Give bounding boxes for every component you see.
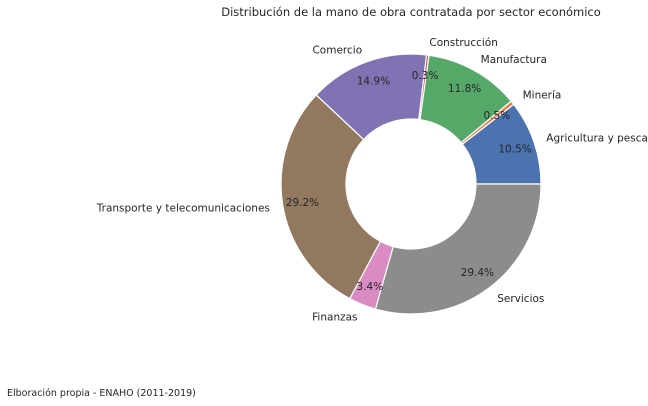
category-label-servicios: Servicios — [497, 293, 544, 305]
pct-label-mineria: 0.5% — [484, 110, 511, 122]
pct-label-finanzas: 3.4% — [357, 281, 384, 293]
category-label-comercio: Comercio — [312, 45, 362, 57]
category-label-finanzas: Finanzas — [312, 312, 357, 324]
pct-label-agricultura-y-pesca: 10.5% — [498, 143, 531, 155]
category-label-agricultura-y-pesca: Agricultura y pesca — [546, 133, 648, 145]
category-label-construccion: Construcción — [429, 37, 498, 49]
slice-transporte-y-telecomunicaciones — [280, 94, 382, 300]
pct-label-transporte-y-telecomunicaciones: 29.2% — [286, 197, 319, 209]
category-label-mineria: Minería — [523, 90, 562, 102]
slice-labels: 10.5% Agricultura y pesca 0.5% Minería 11.8%… — [96, 37, 648, 323]
slice-servicios — [374, 183, 542, 315]
pct-label-manufactura: 11.8% — [448, 83, 481, 95]
category-label-manufactura: Manufactura — [481, 54, 547, 66]
source-note: Elboración propia - ENAHO (2011-2019) — [7, 388, 196, 399]
category-label-transporte-y-telecomunicaciones: Transporte y telecomunicaciones — [96, 202, 270, 214]
pct-label-servicios: 29.4% — [461, 267, 494, 279]
chart-title: Distribución de la mano de obra contrata… — [221, 5, 601, 19]
pct-label-construccion: 0.3% — [412, 70, 439, 82]
pct-label-comercio: 14.9% — [357, 76, 390, 88]
donut-slices — [280, 53, 542, 315]
